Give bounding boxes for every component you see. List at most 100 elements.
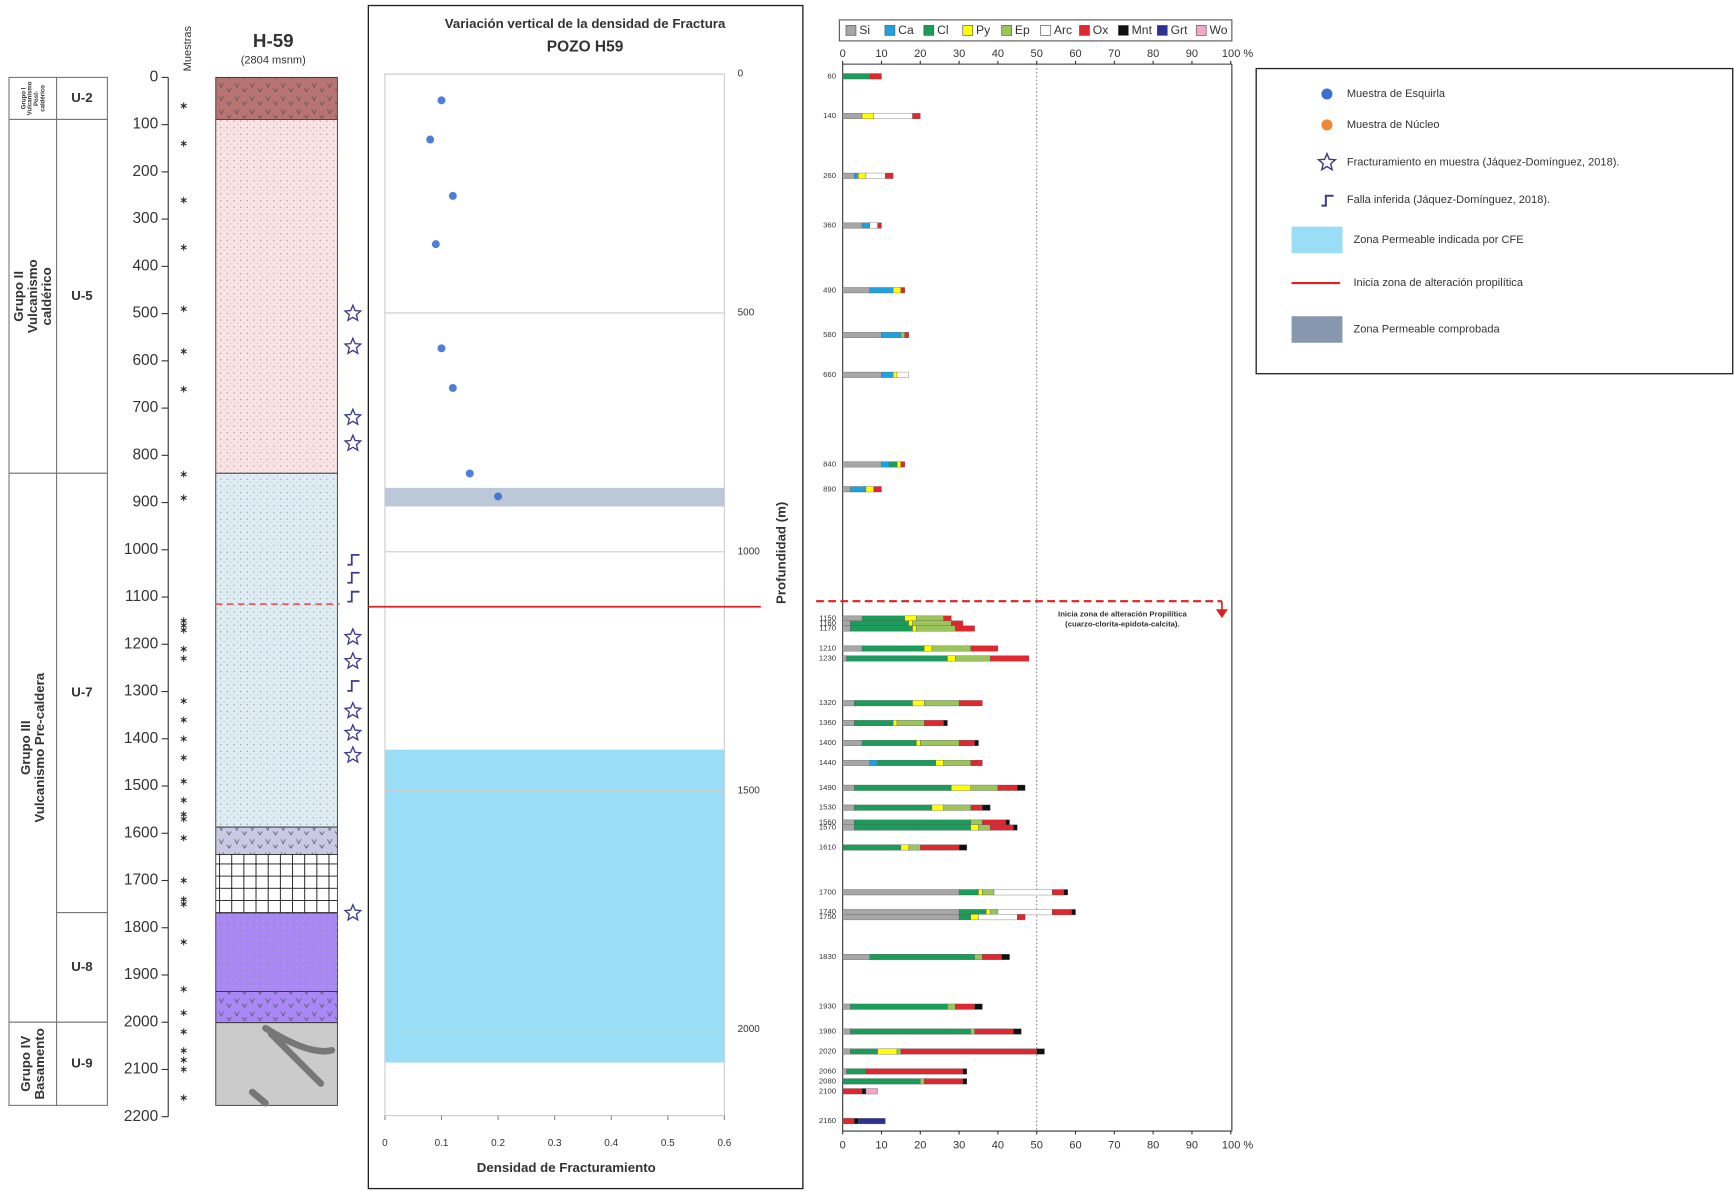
bar-segment (958, 740, 975, 746)
bar-segment (916, 740, 921, 746)
bar-segment (989, 824, 1014, 831)
bar-segment (924, 720, 944, 727)
bar-segment (912, 620, 952, 627)
bar-segment (924, 700, 960, 707)
bar-segment (858, 1118, 886, 1125)
bar-segment (842, 740, 863, 746)
y-tick-label: 800 (132, 446, 158, 463)
bar-segment (842, 332, 882, 338)
bar-segment (947, 1003, 956, 1010)
legend-label: Ep (1015, 23, 1030, 37)
bar-segment (970, 804, 983, 811)
bar-segment (908, 844, 921, 851)
y-tick-label: 200 (132, 163, 158, 180)
x-tick-label-bottom: 80 (1147, 1139, 1159, 1151)
bar-segment (842, 844, 902, 851)
unit-box (56, 1021, 108, 1106)
y-tick-label: 1800 (124, 919, 158, 936)
bar-segment (854, 172, 859, 179)
sample-point (426, 135, 435, 144)
bar-segment (842, 1028, 851, 1035)
bar-segment (850, 486, 867, 493)
unit-label: U-7 (71, 684, 92, 699)
bar-segment (962, 1068, 968, 1075)
bar-segment (924, 1078, 964, 1085)
group-label: Grupo III (18, 721, 33, 775)
x-tick-label-bottom: 0 (840, 1139, 846, 1151)
bar-segment (904, 615, 917, 622)
unit-label: U-5 (71, 288, 92, 303)
fracture-star (343, 303, 363, 322)
depth-label: 580 (823, 330, 836, 339)
bar-segment (842, 804, 855, 811)
bar-segment (850, 1003, 948, 1010)
y-tick-label: 1400 (124, 730, 158, 747)
bar-segment (982, 819, 1006, 826)
bar-segment (861, 1088, 867, 1095)
x-tick-label-top: 10 (875, 48, 887, 60)
lithology-pattern (215, 77, 338, 120)
bar-segment (858, 172, 867, 179)
bar-segment (850, 1048, 878, 1055)
bar-segment (892, 720, 898, 727)
depth-label: 1560 (819, 818, 836, 827)
bar-segment (842, 287, 871, 294)
bar-segment (904, 332, 909, 338)
depth-label: 2160 (819, 1116, 836, 1125)
x-tick-label-top: 50 (1031, 48, 1043, 60)
sample-mark (180, 735, 187, 743)
sample-mark (180, 102, 187, 110)
sample-mark (180, 985, 187, 993)
bar-segment (1013, 824, 1018, 831)
bar-segment (912, 625, 917, 632)
fault-symbol (347, 590, 360, 603)
legend-label: Si (859, 23, 870, 37)
depth-label: 1320 (819, 698, 836, 707)
bar-segment (865, 1088, 878, 1095)
x-tick-label-top: 60 (1069, 48, 1081, 60)
group-label: Grupo IV (18, 1036, 33, 1092)
legend-label: Py (976, 23, 991, 37)
sample-point (448, 191, 457, 200)
x-tick-label: 0 (382, 1138, 388, 1149)
sample-mark (180, 244, 187, 251)
bar-segment (854, 804, 933, 811)
bar-segment (912, 113, 921, 120)
bar-segment (842, 73, 871, 80)
bar-segment (869, 73, 882, 80)
bar-segment (931, 645, 971, 652)
y-tick-label: 700 (132, 399, 158, 416)
bar-segment (842, 759, 871, 766)
bar-segment (943, 615, 952, 622)
legend-star (1316, 151, 1338, 172)
sample-mark (180, 305, 187, 313)
bar-segment (854, 700, 913, 707)
legend-label: Cl (937, 23, 948, 37)
bar-segment (850, 625, 913, 632)
x-tick-label-top: 0 (840, 48, 846, 60)
bar-segment (916, 615, 944, 622)
bar-segment (846, 1068, 867, 1075)
legend-label: Muestra de Esquirla (1347, 88, 1446, 100)
y-tick-label: 1000 (124, 541, 158, 558)
y-tick-label: 1600 (124, 824, 158, 841)
sample-mark (180, 1066, 187, 1073)
bar-segment (881, 461, 890, 468)
depth-label: 1210 (819, 644, 836, 653)
y-tick-label: 300 (132, 210, 158, 227)
depth-label: 1980 (819, 1027, 836, 1036)
bar-segment (842, 625, 851, 632)
bar-segment (982, 804, 991, 811)
bar-segment (850, 620, 909, 627)
group-label: Vulcanismo Pre-caldera (32, 672, 47, 822)
y-tick-label: 100 (132, 116, 158, 133)
depth-label: 1570 (819, 823, 836, 832)
sample-mark (180, 470, 187, 478)
sample-mark (180, 900, 187, 908)
group-box (8, 472, 58, 1023)
depth-label: 1400 (819, 738, 836, 747)
y-tick-label: 500 (132, 305, 158, 322)
bar-segment (842, 1078, 921, 1085)
bar-segment (865, 1068, 964, 1075)
